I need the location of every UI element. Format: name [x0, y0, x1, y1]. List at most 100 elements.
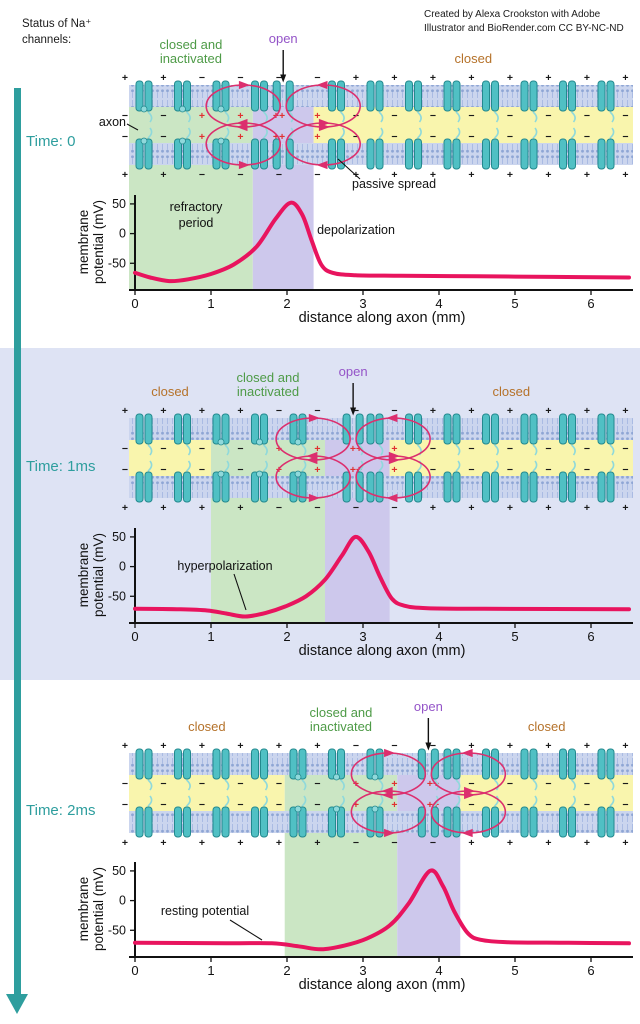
refractory-line2: period	[178, 216, 214, 230]
sodium-channel-open	[272, 127, 294, 170]
state-label-inactivated: closed and inactivated	[159, 37, 222, 66]
y-tick-label: 50	[112, 530, 126, 544]
svg-text:+: +	[430, 405, 436, 417]
sodium-channel-closed	[174, 748, 191, 791]
svg-text:−: −	[199, 799, 205, 811]
sodium-channel-closed	[174, 795, 191, 838]
arrowhead-icon	[238, 80, 250, 90]
current-loops	[205, 80, 362, 170]
svg-text:−: −	[507, 778, 513, 790]
annotation-leader-line	[229, 919, 263, 941]
svg-text:+: +	[391, 464, 397, 476]
annotation-refractory-period: refractory period	[148, 199, 244, 231]
sodium-channel-closed	[405, 413, 422, 456]
svg-text:−: −	[160, 110, 166, 122]
svg-text:−: −	[622, 799, 628, 811]
region-open	[252, 85, 314, 290]
svg-text:+: +	[122, 72, 128, 84]
sodium-channel-closed	[135, 748, 153, 791]
svg-text:−: −	[430, 464, 436, 476]
sodium-channel-closed	[597, 795, 615, 838]
sodium-channel-closed	[597, 413, 615, 456]
svg-text:−: −	[545, 799, 551, 811]
y-tick-label: 50	[112, 864, 126, 878]
svg-text:−: −	[353, 502, 359, 514]
svg-text:+: +	[237, 740, 243, 752]
arrowhead-icon	[386, 493, 398, 503]
svg-text:−: −	[199, 778, 205, 790]
svg-text:−: −	[276, 72, 282, 84]
svg-text:+: +	[276, 740, 282, 752]
svg-text:−: −	[507, 110, 513, 122]
svg-text:−: −	[314, 72, 320, 84]
svg-text:+: +	[391, 778, 397, 790]
svg-text:+: +	[507, 169, 513, 181]
arrowhead-icon	[386, 413, 398, 423]
svg-text:−: −	[468, 778, 474, 790]
sodium-channel-inactivated	[174, 127, 191, 170]
x-tick-label: 6	[587, 629, 594, 644]
sodium-channel-closed	[212, 748, 230, 791]
x-tick-label: 6	[587, 296, 594, 311]
x-tick-label: 4	[435, 629, 442, 644]
svg-text:+: +	[160, 169, 166, 181]
annotation-leader-line	[126, 123, 139, 131]
svg-text:+: +	[507, 72, 513, 84]
y-tick-label: -50	[108, 256, 126, 270]
charge-signs: + − − + + − − + + − − + + − − + + − − + + − − + − + + − − + + − − + + + + − + −…	[122, 740, 629, 849]
svg-text:+: +	[507, 405, 513, 417]
svg-text:+: +	[237, 837, 243, 849]
svg-text:+: +	[391, 799, 397, 811]
sodium-channel-closed	[443, 413, 461, 456]
sodium-channel-closed	[520, 127, 538, 170]
state-label-inactivated: closed and inactivated	[310, 705, 373, 734]
svg-text:+: +	[160, 502, 166, 514]
arrowhead-icon	[238, 160, 250, 170]
state-label-closed: closed	[188, 719, 226, 734]
svg-text:−: −	[314, 169, 320, 181]
arrowhead-icon	[308, 493, 320, 503]
arrowhead-icon	[316, 80, 328, 90]
svg-text:−: −	[507, 464, 513, 476]
svg-text:+: +	[584, 837, 590, 849]
svg-text:−: −	[622, 110, 628, 122]
sodium-channel-closed	[443, 127, 461, 170]
na-channel-status-heading: Status of Na⁺ channels:	[22, 16, 91, 48]
sodium-channels	[135, 80, 615, 170]
svg-text:+: +	[160, 837, 166, 849]
svg-text:−: −	[353, 405, 359, 417]
svg-text:−: −	[622, 464, 628, 476]
arrowhead-icon	[350, 407, 357, 416]
svg-text:+: +	[353, 799, 359, 811]
svg-text:−: −	[391, 740, 397, 752]
svg-text:−: −	[276, 169, 282, 181]
tick-labels: 50 0 -50 0 1 2 3 4 5 6	[108, 197, 595, 311]
svg-text:−: −	[391, 131, 397, 143]
status-heading-line2: channels:	[22, 34, 72, 47]
svg-text:+: +	[545, 72, 551, 84]
tick-labels: 50 0 -50 0 1 2 3 4 5 6	[108, 864, 595, 978]
svg-text:−: −	[430, 740, 436, 752]
time-label-t0: Time: 0	[26, 133, 76, 150]
svg-text:+: +	[122, 837, 128, 849]
svg-text:+: +	[584, 169, 590, 181]
arrowhead-icon	[236, 118, 248, 128]
x-tick-label: 2	[283, 629, 290, 644]
arrowhead-icon	[461, 828, 473, 838]
svg-text:+: +	[468, 837, 474, 849]
x-tick-label: 2	[283, 963, 290, 978]
svg-text:+: +	[545, 405, 551, 417]
arrowhead-icon	[464, 786, 476, 796]
svg-text:−: −	[276, 799, 282, 811]
sodium-channel-closed	[135, 460, 153, 503]
sodium-channel-closed	[443, 80, 461, 123]
svg-text:+: +	[122, 405, 128, 417]
svg-text:+: +	[237, 131, 243, 143]
arrowhead-icon	[461, 748, 473, 758]
svg-text:+: +	[468, 405, 474, 417]
svg-text:−: −	[314, 405, 320, 417]
sodium-channel-closed	[559, 413, 576, 456]
annotation-leader-line	[337, 158, 361, 180]
sodium-channel-closed	[597, 748, 615, 791]
svg-text:−: −	[468, 799, 474, 811]
